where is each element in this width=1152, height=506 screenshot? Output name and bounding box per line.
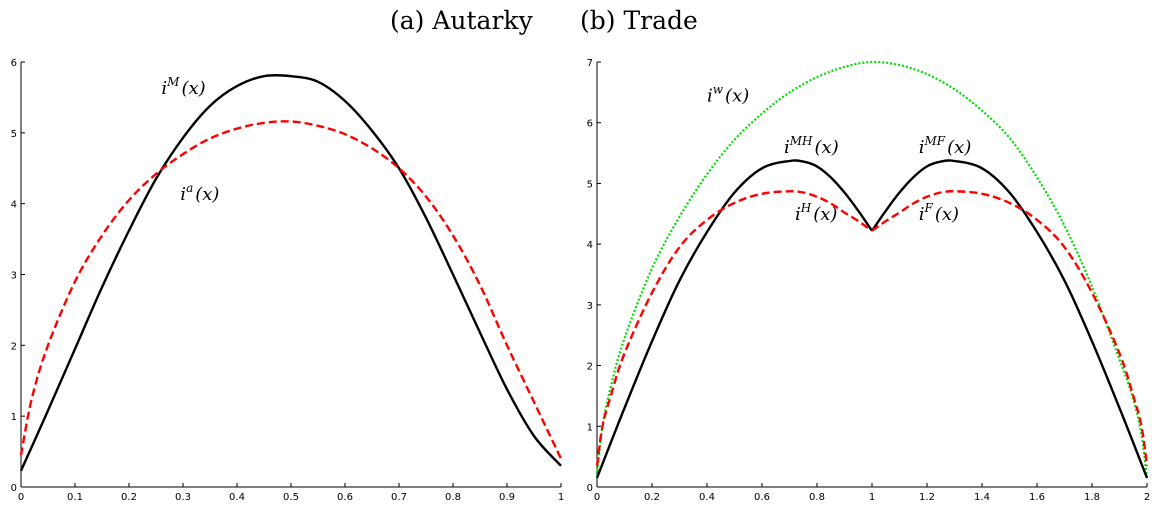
curve-label-superscript: MF [924, 134, 946, 148]
curve-label: iF (x) [919, 201, 959, 225]
y-tick-label: 0 [11, 483, 17, 494]
curve-label: ia (x) [180, 181, 219, 205]
y-tick-label: 2 [587, 362, 593, 373]
series-line-ifx [871, 190, 1149, 466]
panel-a-title: (a) Autarky [390, 6, 533, 35]
x-tick-label: 0.6 [337, 492, 353, 503]
x-tick-label: 0.5 [283, 492, 299, 503]
curve-label-argument: (x) [815, 137, 839, 158]
x-tick-label: 1 [558, 492, 564, 503]
x-tick-label: 1.6 [1029, 492, 1045, 503]
y-tick-label: 4 [11, 200, 17, 211]
curve-label: iH (x) [795, 201, 837, 225]
series-line-imhx [595, 159, 873, 479]
x-tick-label: 1.2 [919, 492, 935, 503]
x-tick-label: 1.4 [974, 492, 990, 503]
curve-label-argument: (x) [725, 85, 749, 106]
curve-label-argument: (x) [195, 184, 219, 205]
curve-label-base: i [919, 137, 925, 158]
curve-label-superscript: a [186, 181, 193, 195]
panel-b-title: (b) Trade [580, 6, 698, 35]
curve-label-superscript: H [800, 201, 812, 215]
y-tick-label: 2 [11, 341, 17, 352]
curve-label: iMF (x) [919, 134, 972, 158]
x-tick-label: 0.7 [391, 492, 407, 503]
y-tick-label: 5 [11, 129, 17, 140]
curve-label-argument: (x) [813, 204, 837, 225]
series-line-ihx [595, 190, 873, 466]
y-tick-label: 5 [587, 179, 593, 190]
x-tick-label: 0.2 [121, 492, 137, 503]
x-tick-label: 0.8 [809, 492, 825, 503]
y-tick-label: 1 [587, 422, 593, 433]
curve-label-superscript: M [166, 75, 180, 89]
x-tick-label: 0.3 [175, 492, 191, 503]
curve-label-superscript: F [924, 201, 934, 215]
curve-label: iw (x) [707, 82, 749, 106]
x-tick-label: 2 [1144, 492, 1150, 503]
curve-label: iM (x) [161, 75, 205, 99]
curve-label-superscript: MH [789, 134, 813, 148]
curve-label-base: i [161, 78, 167, 99]
figure-header: (a) Autarky (b) Trade [0, 2, 1152, 42]
y-tick-label: 3 [587, 301, 593, 312]
series-line-imfx [871, 159, 1149, 479]
y-tick-label: 1 [11, 412, 17, 423]
y-tick-label: 3 [11, 271, 17, 282]
x-tick-label: 0.6 [754, 492, 770, 503]
y-tick-label: 7 [587, 58, 593, 69]
x-tick-label: 0.8 [445, 492, 461, 503]
curve-label-base: i [707, 85, 713, 106]
x-tick-label: 1.8 [1084, 492, 1100, 503]
x-tick-label: 0.4 [699, 492, 715, 503]
y-tick-label: 0 [587, 483, 593, 494]
y-tick-label: 6 [11, 58, 17, 69]
curve-label-argument: (x) [947, 137, 971, 158]
curve-label-argument: (x) [181, 78, 205, 99]
curve-label-base: i [795, 204, 801, 225]
y-tick-label: 6 [587, 119, 593, 130]
x-tick-label: 0 [18, 492, 24, 503]
curve-label: iMH (x) [784, 134, 839, 158]
x-tick-label: 1 [869, 492, 875, 503]
series-line-iwx [595, 60, 1149, 479]
x-tick-label: 0.4 [229, 492, 245, 503]
curve-label-base: i [784, 137, 790, 158]
x-tick-label: 0.9 [499, 492, 515, 503]
x-tick-label: 0 [594, 492, 600, 503]
series-line-iax [19, 120, 563, 460]
x-tick-label: 0.2 [644, 492, 660, 503]
y-tick-label: 4 [587, 240, 593, 251]
curve-label-superscript: w [713, 82, 724, 96]
curve-label-argument: (x) [935, 204, 959, 225]
x-tick-label: 0.1 [67, 492, 83, 503]
curve-label-base: i [919, 204, 925, 225]
curve-label-base: i [180, 184, 186, 205]
series-line-imx [19, 73, 562, 472]
